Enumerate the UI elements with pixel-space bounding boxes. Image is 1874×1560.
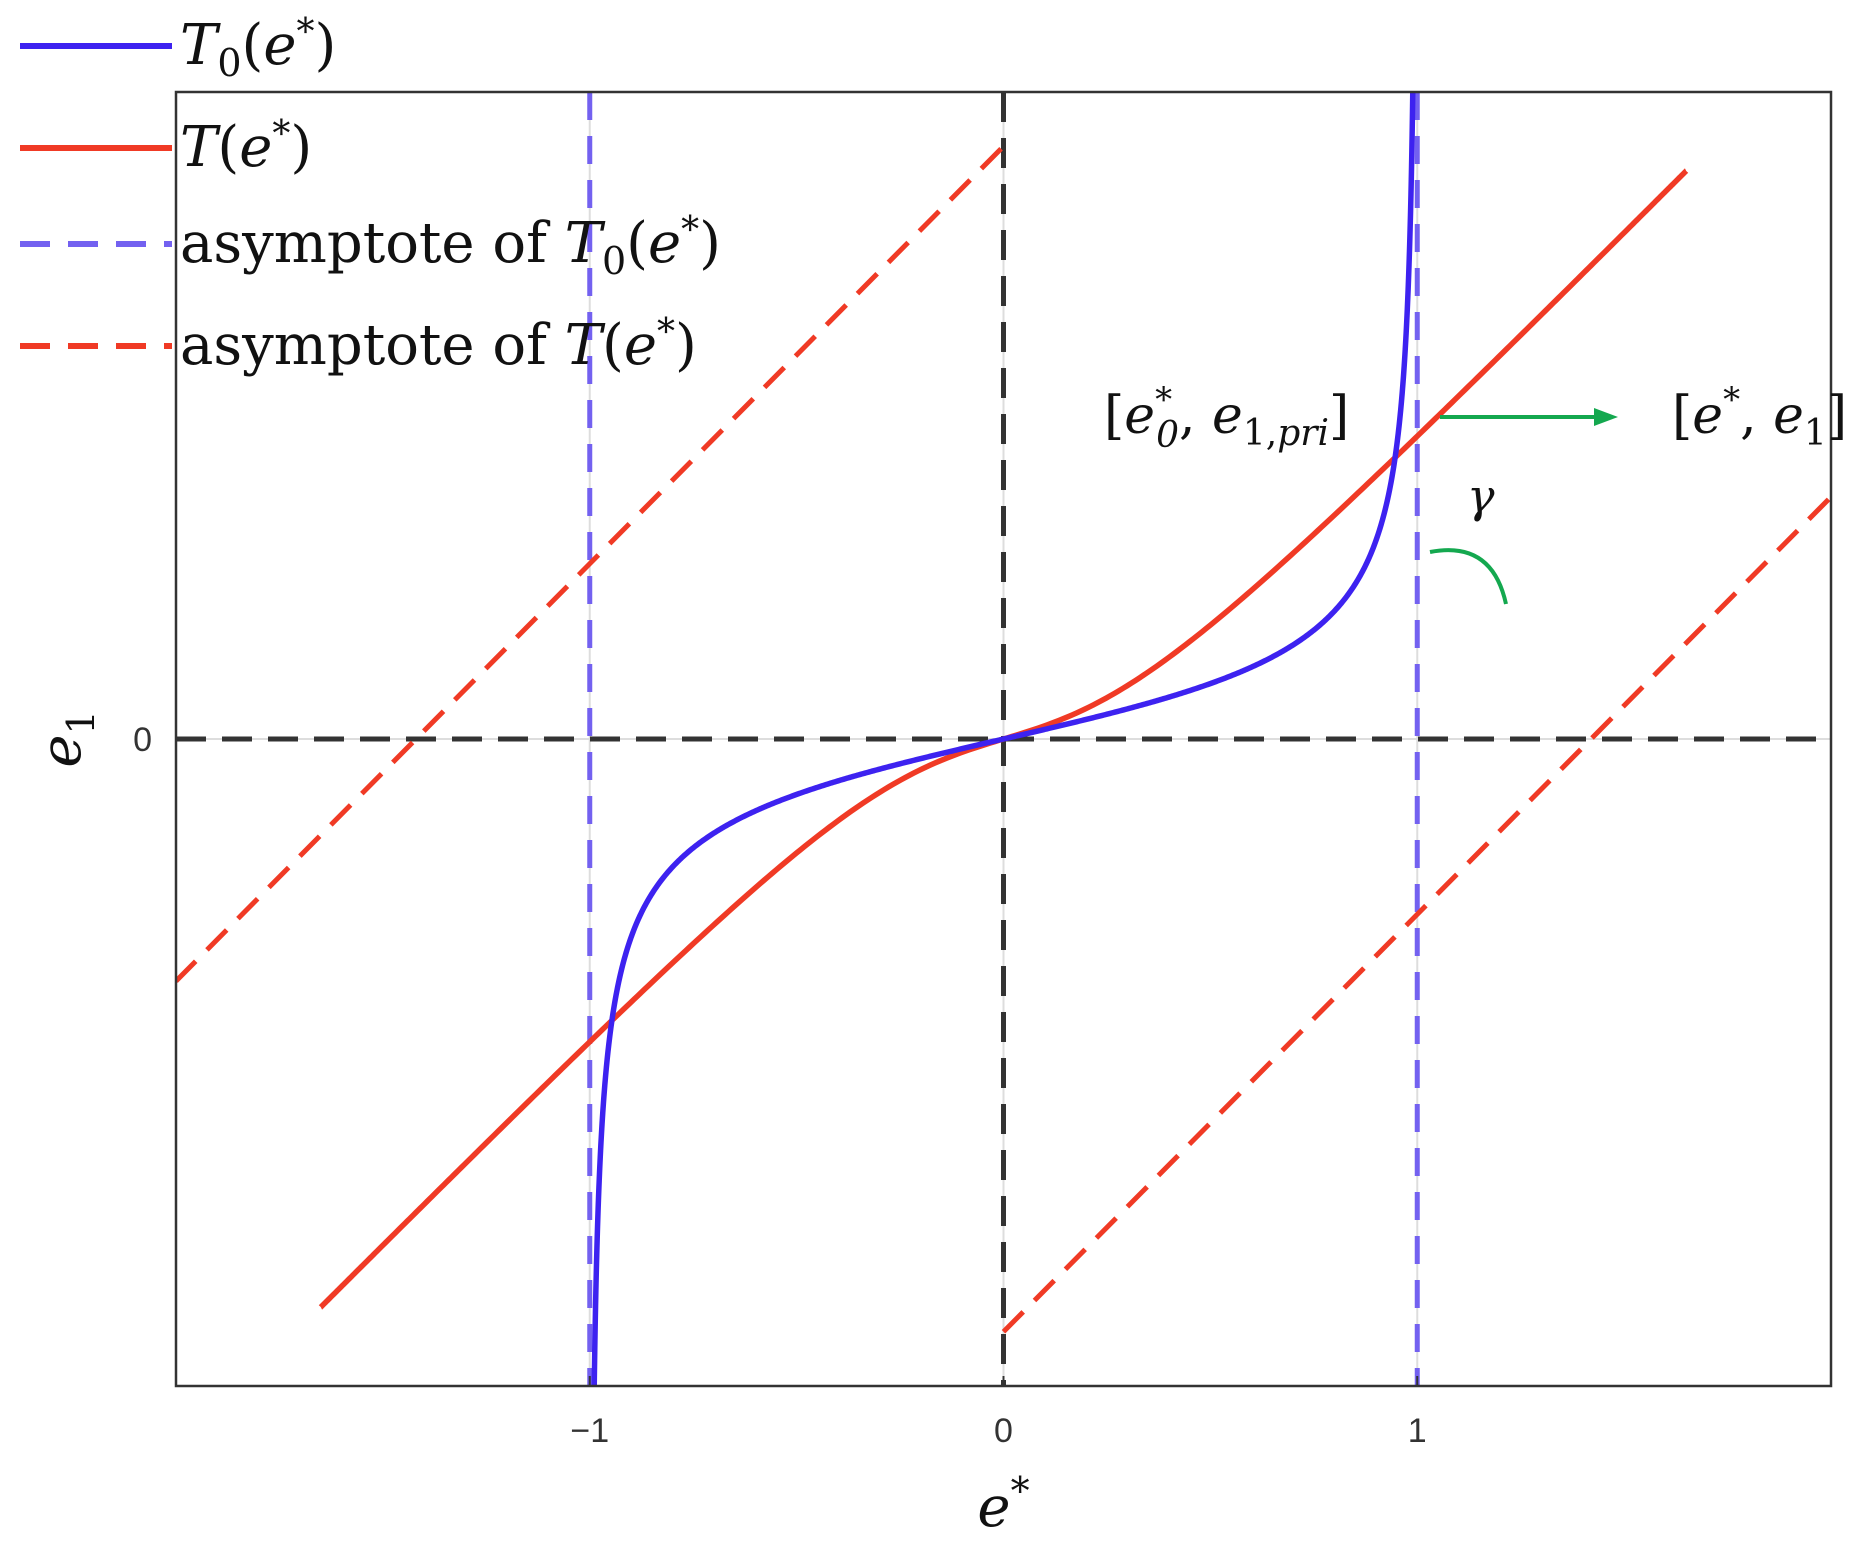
annotation-point-t: [e*, e1] — [1672, 380, 1847, 454]
annotation-angle-label: γ — [1467, 469, 1495, 523]
x-axis-label: e* — [977, 1469, 1029, 1540]
annotation-angle-arc — [1429, 548, 1508, 605]
curve-t0 — [591, 92, 1416, 1386]
asymptote-t-line — [176, 144, 1006, 983]
annotations: [e* 0, e1,pri] [e*, e1] γ — [1104, 380, 1847, 605]
annotation-point-t0: [e* 0, e1,pri] — [1104, 380, 1349, 456]
x-tick-label: −1 — [570, 1412, 609, 1450]
tick-labels: −1 0 1 0 — [133, 721, 1427, 1450]
legend-label: T0(e*) — [180, 12, 336, 85]
legend: T0(e*) T(e*) asymptote of T0(e*) asymptote … — [20, 12, 721, 378]
y-axis-label: e1 — [29, 710, 103, 767]
annotation-arrow-head — [1594, 408, 1618, 426]
asymptote-t-line — [1001, 495, 1831, 1334]
x-tick-label: 0 — [994, 1412, 1013, 1450]
legend-label: asymptote of T0(e*) — [180, 210, 721, 283]
data-curves — [318, 92, 1689, 1386]
asymptote-lines — [176, 92, 1831, 1386]
x-tick-label: 1 — [1408, 1412, 1427, 1450]
legend-label: T(e*) — [180, 114, 312, 180]
y-tick-label: 0 — [133, 721, 152, 759]
legend-label: asymptote of T(e*) — [180, 312, 697, 378]
